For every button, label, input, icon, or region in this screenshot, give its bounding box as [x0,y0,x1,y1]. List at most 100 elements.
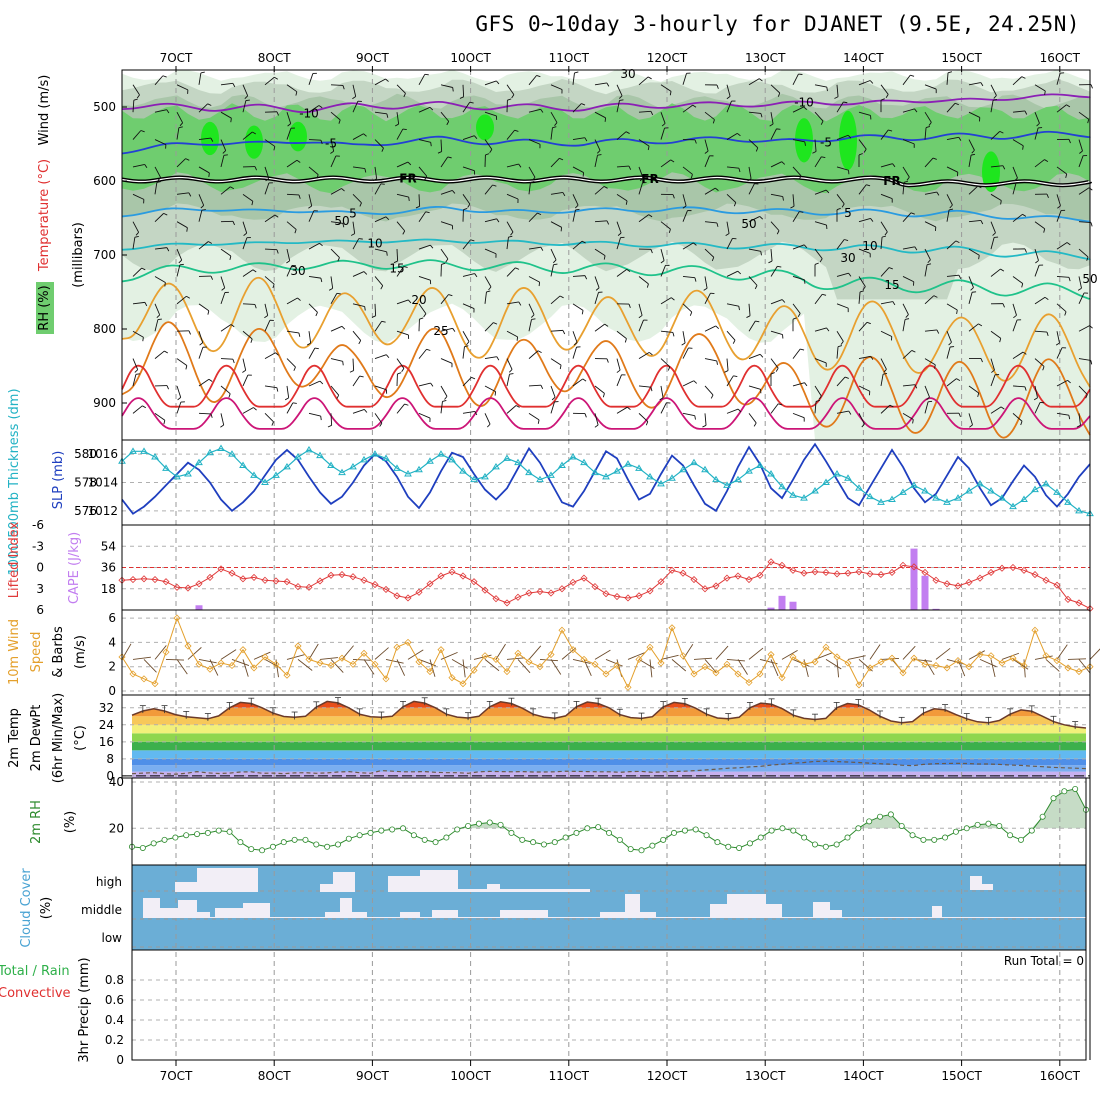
wind-barb-flag [776,230,780,235]
wind-barb [550,111,558,123]
wind-barb-flag [156,181,161,183]
wind-barb [814,358,827,364]
wind-barb [176,127,180,140]
wind-barb-flag [386,113,389,118]
wind-barb [748,385,761,390]
wind-barb-flag [737,270,742,275]
wind-barb-flag [337,257,340,262]
wind-barb-flag [327,424,332,428]
wind-barb-flag [927,259,931,264]
wind-barb-flag [284,397,289,401]
ylabel-slp: SLP (mb) [51,451,66,510]
rh2m-point [736,844,743,851]
wind-barb [638,303,643,316]
wind-barb-flag [221,287,225,291]
wind-barb [682,210,688,222]
thickness-point [217,444,225,451]
wind-barb-flag [393,260,398,264]
wind-barb-flag [157,177,161,181]
rh-contour-label: 50 [334,214,349,228]
rh2m-point [215,827,222,834]
wind-barb [1034,127,1039,140]
wind-barb-flag [647,76,652,80]
wind-barb [484,184,493,195]
wind-barb [462,330,470,342]
wind-barb [308,194,313,207]
rh2m-point [345,835,352,842]
cloud-block [197,912,210,918]
wind-barb-flag [463,207,468,211]
wind-barb-flag [862,286,866,291]
wind-barb [682,73,687,85]
wind-barb [770,266,778,277]
wind-barb [660,127,665,140]
wind-barb [198,194,205,206]
x-tick-bottom: 7OCT [160,1069,193,1083]
wind-barb-flag [956,378,961,382]
wind-barb-flag [135,373,140,375]
wind-barb-flag [296,159,301,163]
wind-barb [550,295,561,305]
wind-barb [330,325,343,332]
rh2m-point [421,836,428,843]
wind-barb [924,385,930,398]
wind-barb-10m [275,659,279,678]
wind-barb [704,276,708,289]
wind-barb [814,189,827,195]
lifted-index-point [514,593,522,601]
wind-barb [286,265,293,277]
wind-barb [440,327,453,332]
wind-barb-flag [1000,200,1002,205]
wind-barb [968,155,972,168]
wind-barb [660,159,671,168]
wind-barb-10m [429,659,436,677]
wind-barb [352,330,362,341]
lifted-index-point [173,583,181,591]
wind-barb-flag [903,180,909,183]
x-tick-bottom: 11OCT [549,1069,590,1083]
wind-barb [176,84,189,91]
wind-barb-flag [320,140,323,145]
wind-barb [506,301,519,305]
wind-barb [154,182,158,195]
wind-barb [880,163,893,168]
wind-barb [1056,276,1070,278]
wind-barb [946,102,956,113]
wind-barb [682,166,693,175]
wind-barb [132,267,142,277]
lifted-index-point [679,569,687,577]
wind-barb [880,221,888,233]
wind-speed-point [657,659,665,667]
wind-barb-flag [602,393,605,398]
wind-barb-flag [144,164,148,169]
wind-barb-10m [1001,652,1020,660]
isotherm-label: 20 [411,293,426,307]
wind-barb [1012,385,1026,388]
wind-barb [286,297,298,305]
wind-barb-flag [803,106,808,110]
wind-barb-flag [207,103,212,106]
rh2m-point [432,839,439,846]
wind-speed-point [525,658,533,666]
wind-barb-flag [977,185,982,189]
wind-barb [946,331,952,343]
wind-barb-flag [694,277,697,282]
wind-barb-flag [142,337,144,342]
wind-barb [132,221,140,233]
lifted-index-point [965,578,973,586]
cloud-block [197,868,258,892]
lifted-index-point [921,568,929,577]
wind-barb [374,183,382,195]
wind-barb [506,163,519,168]
wind-barb-flag [394,123,399,127]
lifted-index-point [1075,599,1083,607]
thickness-point [591,468,599,476]
wind-speed-point [206,665,214,673]
cape-bar [910,548,918,610]
wind-barb-flag [232,83,236,88]
wind-barb [374,111,387,115]
wind-barb-flag [667,366,671,371]
wind-speed-point [547,650,555,659]
wind-barb-flag [467,203,471,208]
wind-barb-flag [650,387,653,392]
